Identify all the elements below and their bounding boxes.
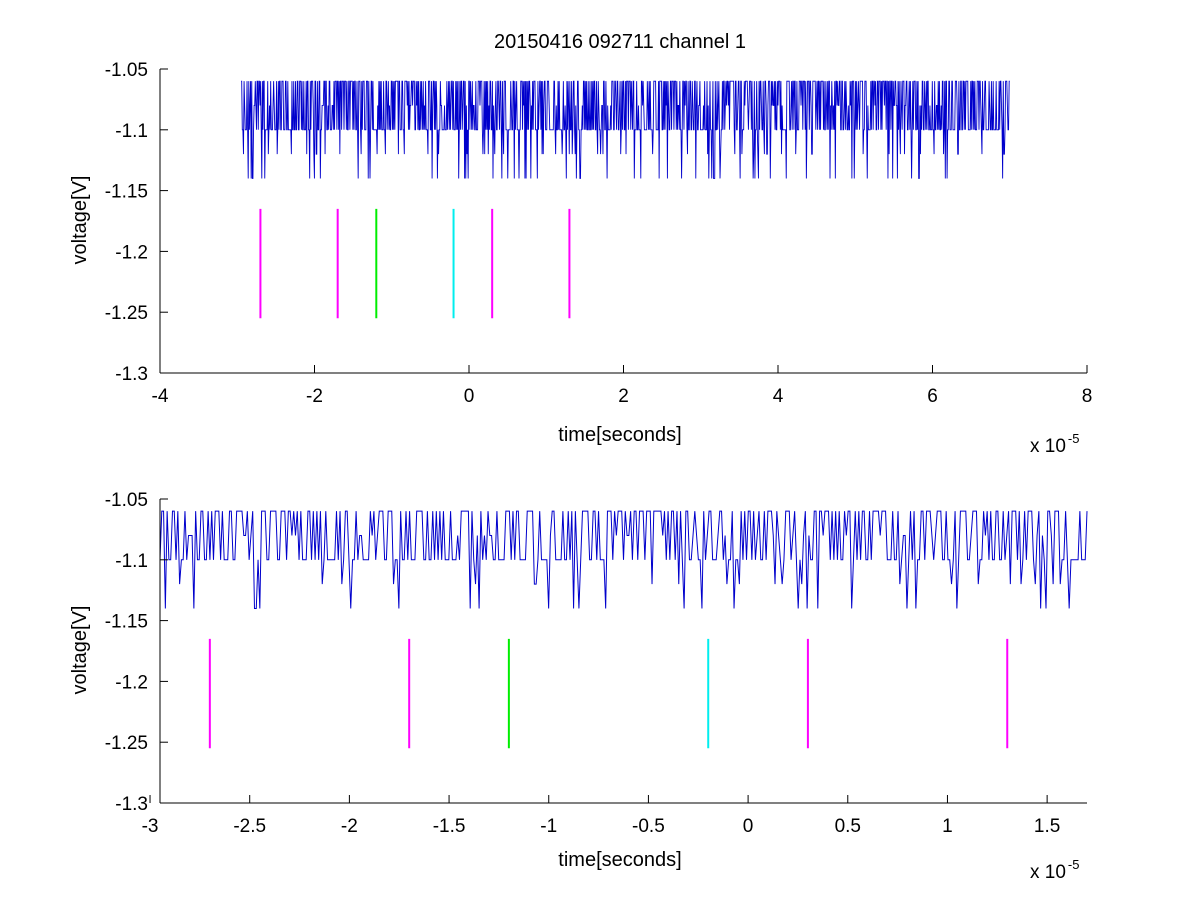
- top-plot-x-tick-label: 4: [773, 386, 784, 407]
- bottom-plot-exponent: x 10 -5: [1030, 857, 1079, 883]
- bottom-plot-x-tick-label: -2.5: [233, 816, 266, 837]
- top-plot-x-tick-label: 8: [1082, 386, 1093, 407]
- bottom-plot-x-tick-label: 0: [743, 816, 754, 837]
- bottom-plot-x-tick-label: -1: [540, 816, 557, 837]
- top-plot-exponent: x 10 -5: [1030, 431, 1079, 457]
- bottom-plot-x-tick-label: 1.5: [1034, 816, 1060, 837]
- bottom-plot-ylabel: voltage[V]: [69, 606, 91, 695]
- top-plot-x-tick-label: 2: [618, 386, 629, 407]
- bottom-plot-y-tick-label: -1.05: [105, 490, 148, 511]
- bottom-plot: time[seconds] voltage[V] x 10 -5 -3 -2.5 -2…: [69, 490, 1088, 883]
- top-plot-ylabel: voltage[V]: [69, 176, 91, 265]
- top-plot-x-tick-label: 6: [927, 386, 938, 407]
- top-plot-signal-trace: [241, 80, 1010, 179]
- bottom-plot-signal-trace: [159, 510, 1088, 609]
- top-plot-x-tick-label: -2: [306, 386, 323, 407]
- bottom-plot-y-tick-label: -1.25: [105, 733, 148, 754]
- bottom-plot-y-tick-label: -1.3: [115, 794, 148, 815]
- bottom-plot-x-tick-label: -1.5: [433, 816, 466, 837]
- bottom-plot-y-tick-label: -1.1: [115, 551, 148, 572]
- bottom-plot-x-tick-label: -0.5: [632, 816, 665, 837]
- bottom-plot-y-tick-label: -1.2: [115, 672, 148, 693]
- bottom-plot-x-tick-label: 0.5: [835, 816, 861, 837]
- top-plot-x-tick-label: -4: [152, 386, 169, 407]
- bottom-plot-y-tick-label: -1.15: [105, 612, 148, 633]
- top-plot-y-tick-label: -1.05: [105, 60, 148, 81]
- bottom-plot-exponent-power: -5: [1068, 857, 1080, 872]
- top-plot-y-tick-label: -1.15: [105, 182, 148, 203]
- bottom-plot-x-tick-label: -2: [341, 816, 358, 837]
- top-plot-y-tick-label: -1.25: [105, 303, 148, 324]
- top-plot-y-tick-label: -1.1: [115, 121, 148, 142]
- top-plot-exponent-base: x 10: [1030, 436, 1066, 457]
- top-plot-y-tick-label: -1.3: [115, 364, 148, 385]
- bottom-plot-x-tick-label: -3: [142, 816, 159, 837]
- bottom-plot-xlabel: time[seconds]: [558, 849, 681, 871]
- top-plot-xlabel: time[seconds]: [558, 424, 681, 446]
- top-plot-x-tick-label: 0: [464, 386, 475, 407]
- top-plot: time[seconds] voltage[V] x 10 -5 -4 -2 0 2 4 6…: [69, 60, 1092, 457]
- top-plot-y-tick-label: -1.2: [115, 242, 148, 263]
- chart-title: 20150416 092711 channel 1: [494, 31, 746, 53]
- bottom-plot-x-tick-label: 1: [942, 816, 953, 837]
- bottom-plot-exponent-base: x 10: [1030, 862, 1066, 883]
- top-plot-exponent-power: -5: [1068, 431, 1080, 446]
